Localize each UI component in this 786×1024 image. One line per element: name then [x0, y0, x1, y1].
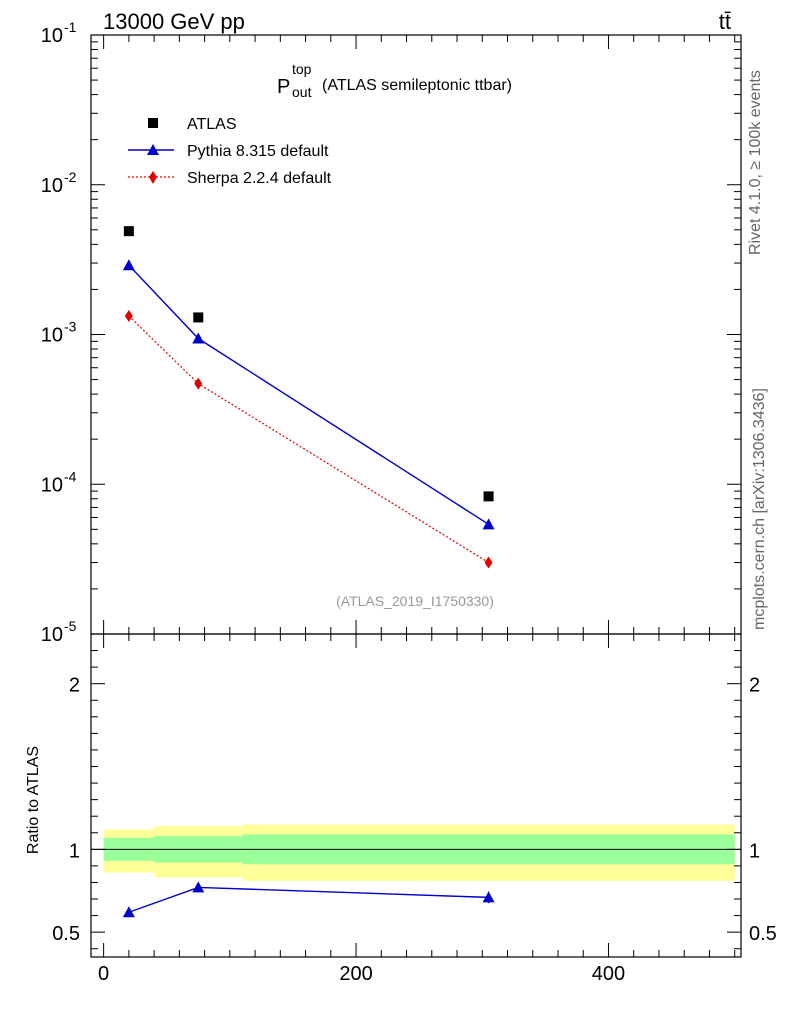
ratio-series: [122, 881, 495, 918]
ratio-pythia-line: [128, 886, 489, 913]
y-tick-label: 10: [41, 624, 63, 646]
sherpa-point: [124, 309, 133, 322]
y-tick-label: 10: [41, 25, 63, 47]
legend-marker-pythia: [147, 144, 159, 155]
y-tick-label: 10: [41, 474, 63, 496]
legend-marker-atlas: [148, 118, 158, 128]
legend: ATLAS Pythia 8.315 default Sherpa 2.2.4 …: [128, 116, 332, 187]
atlas-point: [123, 226, 134, 237]
x-tick-label: 0: [98, 963, 109, 985]
y-tick-exponent: -5: [64, 618, 77, 634]
ratio-pythia-point: [192, 881, 205, 893]
ratio-bands: [103, 824, 735, 881]
pythia-point: [192, 332, 205, 344]
analysis-label: (ATLAS_2019_I1750330): [336, 593, 494, 609]
ratio-pythia-point: [482, 891, 495, 903]
main-title: P top out (ATLAS semileptonic ttbar): [277, 61, 512, 100]
legend-label-sherpa: Sherpa 2.2.4 default: [187, 170, 332, 187]
title-superscript: top: [292, 61, 312, 77]
process-label: tt̄: [719, 9, 731, 34]
y-tick-exponent: -4: [64, 468, 77, 484]
legend-label-atlas: ATLAS: [187, 116, 237, 133]
pythia-point: [482, 518, 495, 530]
ratio-frame-border: [90, 633, 742, 958]
ratio-y-tick-label-right: 0.5: [749, 923, 777, 945]
sherpa-point: [484, 556, 493, 569]
y-tick-exponent: -2: [64, 169, 77, 185]
legend-marker-sherpa: [149, 171, 157, 184]
ratio-y-axis: 2 2 1 1 0.5 0.5: [52, 650, 777, 950]
y-tick-exponent: -3: [64, 319, 77, 335]
x-tick-label: 400: [592, 963, 625, 985]
energy-label: 13000 GeV pp: [103, 9, 245, 34]
ratio-y-tick-label-left: 0.5: [52, 923, 80, 945]
mcplots-label: mcplots.cern.ch [arXiv:1306.3436]: [751, 388, 768, 630]
ratio-y-tick-label-left: 1: [69, 840, 80, 862]
legend-label-pythia: Pythia 8.315 default: [187, 143, 329, 160]
sherpa-line: [128, 315, 489, 564]
ratio-y-tick-label-left: 2: [69, 675, 80, 697]
main-y-axis: 10-110-210-310-410-5: [41, 19, 741, 646]
pythia-line: [128, 264, 489, 525]
ratio-pythia-point: [122, 906, 135, 918]
y-tick-label: 10: [41, 325, 63, 347]
atlas-point: [193, 312, 204, 323]
x-tick-label: 200: [339, 963, 372, 985]
ratio-y-tick-label-right: 1: [749, 840, 760, 862]
atlas-point: [483, 491, 494, 502]
title-text: (ATLAS semileptonic ttbar): [322, 77, 512, 94]
y-tick-label: 10: [41, 175, 63, 197]
main-series: [122, 226, 495, 569]
y-tick-exponent: -1: [64, 19, 77, 35]
title-p: P: [277, 76, 290, 98]
ratio-y-tick-label-right: 2: [749, 675, 760, 697]
ratio-panel: [90, 633, 742, 958]
title-subscript: out: [292, 84, 312, 100]
sherpa-point: [194, 377, 203, 390]
rivet-label: Rivet 4.1.0, ≥ 100k events: [747, 70, 764, 255]
pythia-point: [122, 259, 135, 271]
x-axis: 0 200 400: [98, 634, 736, 985]
ratio-ylabel: Ratio to ATLAS: [25, 746, 42, 854]
